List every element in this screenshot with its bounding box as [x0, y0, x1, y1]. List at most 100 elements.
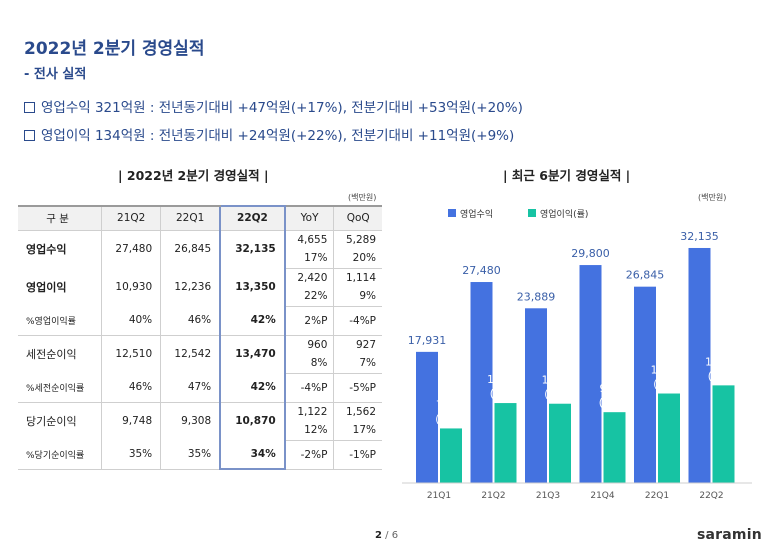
- page-subtitle: - 전사 실적: [24, 67, 87, 82]
- chart-unit-label: (백만원): [698, 193, 727, 202]
- bullet-text: 영업이익 134억원 : 전년동기대비 +24억원(+22%), 전분기대비 +…: [41, 128, 515, 144]
- cell-21q2: 9,748: [101, 402, 161, 440]
- table-row-net-income: 당기순이익 9,748 9,308 10,870 1,122 1,562: [18, 402, 382, 440]
- profit-bar: [603, 412, 626, 483]
- profit-value-label: 7,461: [436, 399, 466, 411]
- revenue-bar: [470, 282, 493, 483]
- legend-revenue: 영업수익: [448, 207, 493, 220]
- table-row-net-income-pct: 12% 17%: [18, 421, 382, 441]
- cell-21q2: 35%: [101, 440, 161, 470]
- bullet-text: 영업수익 321억원 : 전년동기대비 +47억원(+17%), 전분기대비 +…: [41, 100, 523, 116]
- cell-yoy: 4,655: [284, 230, 334, 249]
- cell-qoq-pct: 9%: [333, 287, 382, 307]
- checkbox-square-icon: [24, 130, 35, 141]
- page-title: 2022년 2분기 경영실적: [24, 39, 205, 59]
- cell-qoq: -4%P: [333, 306, 382, 336]
- cell-qoq-pct: 17%: [333, 421, 382, 441]
- revenue-bar: [579, 265, 602, 483]
- cell-qoq-pct: 20%: [333, 249, 382, 269]
- table-row-operating-profit-pct: 22% 9%: [18, 287, 382, 307]
- revenue-value-label: 23,889: [517, 290, 556, 303]
- revenue-value-label: 32,135: [680, 230, 719, 243]
- cell-22q1: 12,236: [160, 268, 221, 306]
- cell-yoy: 1,122: [284, 402, 334, 421]
- revenue-value-label: 29,800: [571, 247, 610, 260]
- revenue-bar: [688, 247, 711, 483]
- cell-22q2: 10,870: [219, 402, 286, 440]
- cell-qoq: -1%P: [333, 440, 382, 470]
- cell-21q2: 12,510: [101, 335, 161, 373]
- legend-label-profit: 영업이익(률): [540, 210, 589, 220]
- legend-profit: 영업이익(률): [528, 207, 588, 220]
- cell-22q2: 34%: [219, 440, 286, 470]
- x-tick-label: 21Q3: [536, 491, 560, 501]
- cell-qoq: 1,562: [333, 402, 382, 421]
- row-label: %세전순이익률: [18, 373, 102, 403]
- table-row-pretax-margin: %세전순이익률 46% 47% 42% -4%P -5%P: [18, 373, 382, 403]
- profit-margin-label: (45%): [544, 389, 576, 401]
- cell-qoq: -5%P: [333, 373, 382, 403]
- cell-21q2: 27,480: [101, 230, 161, 268]
- cell-qoq: 927: [333, 335, 382, 354]
- profit-bar: [712, 385, 735, 483]
- cell-22q2: 32,135: [219, 230, 286, 268]
- header-qoq: QoQ: [333, 205, 382, 231]
- page-current: 2: [375, 530, 382, 541]
- table-row-pretax-income: 세전순이익 12,510 12,542 13,470 960 927: [18, 335, 382, 373]
- cell-yoy: 960: [284, 335, 334, 354]
- profit-bar: [440, 428, 462, 483]
- profit-value-label: 10,930: [487, 374, 524, 386]
- profit-value-label: 13,350: [705, 356, 742, 368]
- cell-yoy: 2%P: [284, 306, 334, 336]
- header-21q2: 21Q2: [101, 205, 161, 231]
- cell-yoy-pct: 8%: [284, 354, 334, 374]
- profit-value-label: 10,840: [542, 375, 579, 387]
- cell-22q1: 9,308: [160, 402, 221, 440]
- row-label: %영업이익률: [18, 306, 102, 336]
- cell-22q1: 26,845: [160, 230, 221, 268]
- row-label: 당기순이익: [26, 415, 77, 429]
- profit-margin-label: (42%): [435, 413, 467, 425]
- summary-bullet-profit: 영업이익 134억원 : 전년동기대비 +24억원(+22%), 전분기대비 +…: [24, 124, 514, 144]
- x-tick-label: 21Q4: [590, 491, 615, 501]
- legend-label-revenue: 영업수익: [460, 210, 494, 220]
- profit-bar: [494, 403, 517, 483]
- profit-margin-label: (32%): [599, 397, 631, 409]
- cell-22q1: 35%: [160, 440, 221, 470]
- header-22q1: 22Q1: [160, 205, 221, 231]
- profit-bar: [549, 403, 571, 483]
- cell-22q2: 42%: [219, 306, 286, 336]
- profit-margin-label: (46%): [653, 379, 685, 391]
- cell-yoy: 2,420: [284, 268, 334, 287]
- revenue-bar: [416, 351, 438, 483]
- checkbox-square-icon: [24, 102, 35, 113]
- profit-margin-label: (42%): [708, 370, 740, 382]
- summary-bullet-revenue: 영업수익 321억원 : 전년동기대비 +47억원(+17%), 전분기대비 +…: [24, 96, 523, 116]
- cell-yoy: -2%P: [284, 440, 334, 470]
- cell-22q2: 42%: [219, 373, 286, 403]
- cell-22q1: 12,542: [160, 335, 221, 373]
- profit-margin-label: (40%): [490, 388, 522, 400]
- table-row-pretax-income-pct: 8% 7%: [18, 354, 382, 374]
- page-number: 2 / 6: [375, 530, 398, 541]
- cell-qoq-pct: 7%: [333, 354, 382, 374]
- cell-22q1: 47%: [160, 373, 221, 403]
- revenue-value-label: 17,931: [408, 334, 447, 347]
- profit-value-label: 9,684: [599, 383, 629, 395]
- profit-bar: [658, 393, 680, 483]
- cell-22q2: 13,350: [219, 268, 286, 306]
- revenue-value-label: 27,480: [462, 264, 501, 277]
- page-total: / 6: [385, 530, 399, 541]
- x-tick-label: 22Q2: [699, 491, 723, 501]
- table-section-title: | 2022년 2분기 경영실적 |: [118, 168, 269, 183]
- cell-qoq: 5,289: [333, 230, 382, 249]
- table-header-row: 구 분 21Q2 22Q1 22Q2 YoY QoQ: [18, 205, 382, 231]
- profit-value-label: 12,236: [651, 365, 688, 377]
- cell-21q2: 46%: [101, 373, 161, 403]
- cell-yoy: -4%P: [284, 373, 334, 403]
- x-tick-label: 21Q1: [427, 491, 451, 501]
- header-yoy: YoY: [284, 205, 334, 231]
- saramin-logo: saramin: [697, 527, 762, 543]
- x-tick-label: 21Q2: [481, 491, 505, 501]
